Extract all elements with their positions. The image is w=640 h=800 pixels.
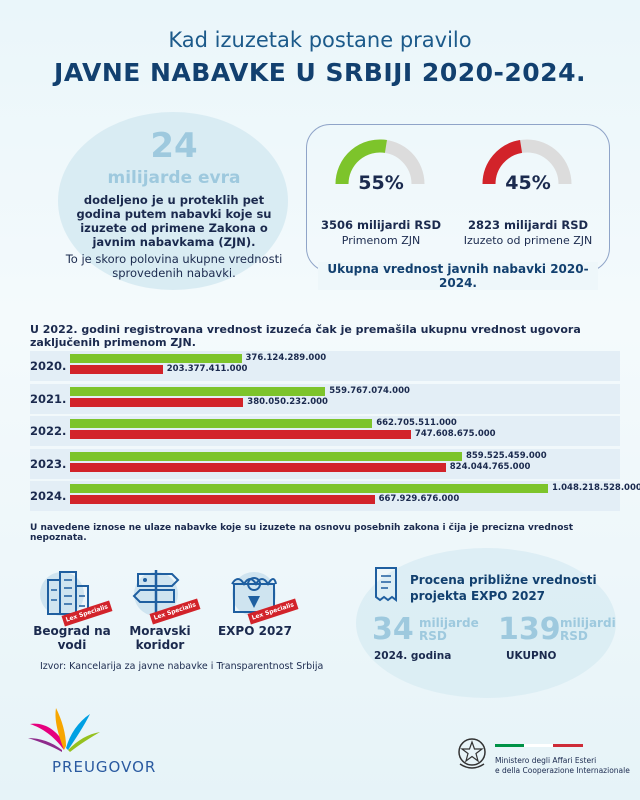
gauge-value-primenom: 3506 milijardi RSD — [320, 218, 442, 232]
bar-value-label: 747.608.675.000 — [414, 429, 496, 439]
signpost-icon — [128, 566, 188, 618]
gauge-label-izuzeto: Izuzeto od primene ZJN — [463, 234, 593, 247]
project-name-expo: EXPO 2027 — [217, 624, 293, 638]
project-name-beograd: Beograd na vodi — [33, 624, 111, 652]
bar-value-label: 380.050.232.000 — [247, 396, 328, 407]
bar-value-label: 859.525.459.000 — [465, 450, 547, 461]
bar-izuzeto — [70, 397, 244, 407]
gauge-caption: Ukupna vrednost javnih nabavki 2020-2024… — [318, 262, 598, 290]
ministry-line1: Ministero degli Affari Esteri — [495, 756, 597, 765]
bar-value-label: 662.705.511.000 — [376, 418, 457, 428]
expo-figure-2024: 34 — [372, 612, 414, 647]
bar-izuzeto — [70, 495, 375, 504]
ministry-line2: e della Cooperazione Internazionale — [495, 766, 630, 775]
gauges-svg — [335, 139, 572, 185]
expo-unit-total: milijardi RSD — [560, 617, 616, 643]
chart-category-label: 2022. — [30, 424, 67, 438]
chart-title: U 2022. godini registrovana vrednost izu… — [30, 323, 581, 349]
bar-value-label: 824.044.765.000 — [449, 461, 531, 472]
italian-flag-stripe — [495, 744, 583, 747]
bar-primenom — [70, 484, 548, 493]
bar-primenom — [70, 419, 373, 428]
expo-unit-2024: milijarde RSD — [419, 617, 479, 643]
expo-title: Procena približne vrednosti projekta EXP… — [410, 573, 597, 603]
expo-unit-line1: milijarde — [419, 616, 479, 630]
summary-text: To je skoro polovina ukupne vrednosti sp… — [65, 252, 283, 280]
expo-background — [356, 548, 616, 698]
bar-izuzeto — [70, 462, 446, 472]
italian-emblem-icon — [455, 734, 489, 772]
bar-primenom — [70, 451, 462, 461]
source-text: Izvor: Kancelarija za javne nabavke i Tr… — [40, 661, 324, 672]
bar-value-label: 559.767.074.000 — [329, 385, 410, 396]
preugovor-brand: PREUGOVOR — [52, 758, 157, 776]
expo-caption-total: UKUPNO — [506, 650, 557, 662]
gauge-fill-izuzeto — [482, 140, 523, 185]
summary-unit: milijarde evra — [107, 168, 241, 188]
bar-value-label: 667.929.676.000 — [378, 494, 460, 504]
gauge-value-izuzeto: 2823 milijardi RSD — [467, 218, 589, 232]
gauge-percent-izuzeto: 45% — [505, 172, 551, 194]
ministry-text: Ministero degli Affari Esteri e della Co… — [495, 756, 635, 776]
gauge-izuzeto — [482, 139, 572, 185]
bar-izuzeto — [70, 430, 411, 439]
gauge-fill-primenom — [335, 139, 387, 185]
preugovor-logo — [24, 706, 104, 756]
bar-primenom — [70, 386, 326, 396]
expo-caption-2024: 2024. godina — [374, 650, 452, 662]
gauge-primenom — [335, 139, 425, 185]
summary-amount: 24 — [150, 126, 198, 166]
chart-note: U navedene iznose ne ulaze nabavke koje … — [30, 523, 574, 543]
summary-background — [58, 112, 288, 290]
chart-category-label: 2024. — [30, 489, 67, 503]
gauge-percent-primenom: 55% — [358, 172, 404, 194]
bar-izuzeto — [70, 365, 163, 374]
bar-primenom — [70, 354, 242, 363]
expo-unit-line2: RSD — [560, 629, 588, 643]
receipt-icon — [370, 566, 402, 602]
expo-unit-line2: RSD — [419, 629, 447, 643]
gauge-label-primenom: Primenom ZJN — [341, 234, 421, 247]
chart-category-label: 2021. — [30, 391, 67, 406]
page-subtitle: Kad izuzetak postane pravilo — [168, 28, 472, 52]
expo-unit-line1: milijardi — [560, 616, 616, 630]
chart-category-label: 2023. — [30, 456, 67, 471]
bar-chart: 2020. 376.124.289.000 203.377.411.000 2021.… — [0, 348, 640, 511]
project-name-moravski: Moravski koridor — [129, 624, 191, 652]
expo-figure-total: 139 — [498, 612, 561, 647]
summary-text-bold: dodeljeno je u proteklih pet godina pute… — [76, 193, 272, 249]
page-title: JAVNE NABAVKE U SRBIJI 2020-2024. — [54, 58, 586, 87]
pavilion-icon — [226, 564, 286, 616]
bar-value-label: 1.048.218.528.000 — [552, 483, 640, 493]
chart-category-label: 2020. — [30, 359, 67, 373]
bar-value-label: 376.124.289.000 — [245, 353, 327, 363]
bar-value-label: 203.377.411.000 — [166, 364, 248, 374]
